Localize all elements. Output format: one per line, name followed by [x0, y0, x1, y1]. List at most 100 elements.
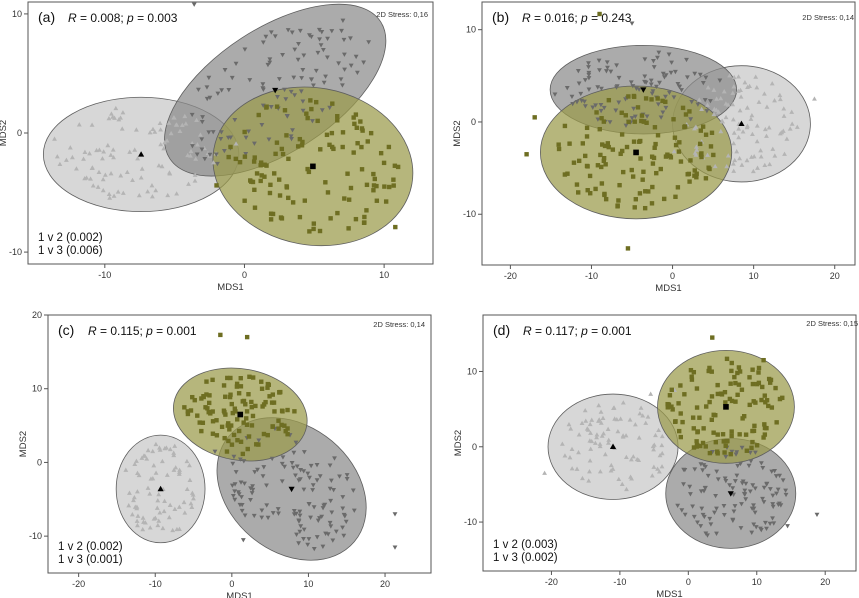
data-point: [582, 407, 588, 413]
data-point: [327, 486, 333, 492]
data-point: [739, 387, 745, 392]
data-point: [262, 174, 267, 179]
data-point: [267, 60, 273, 65]
data-point: [345, 171, 350, 176]
data-point: [616, 75, 622, 81]
data-point: [681, 467, 687, 473]
data-point: [727, 396, 733, 402]
data-point: [753, 74, 759, 79]
data-point: [678, 434, 684, 440]
data-point: [245, 446, 250, 452]
data-point: [637, 411, 643, 416]
data-point: [321, 80, 327, 85]
data-point: [745, 123, 750, 128]
data-point: [666, 90, 672, 96]
data-point: [319, 108, 325, 113]
data-point: [282, 108, 288, 113]
data-point: [648, 391, 654, 396]
data-point: [756, 370, 761, 375]
data-point: [736, 74, 741, 79]
data-point: [319, 30, 325, 35]
data-point: [190, 492, 196, 497]
stress-text: 2D Stress: 0,16: [376, 10, 428, 19]
data-point: [362, 220, 367, 225]
data-point: [250, 375, 256, 380]
data-point: [659, 433, 665, 439]
data-point: [183, 121, 189, 126]
data-point: [714, 531, 719, 536]
data-point: [218, 137, 224, 142]
data-point: [260, 82, 266, 87]
data-point: [249, 423, 255, 428]
data-point: [166, 120, 172, 125]
data-point: [298, 468, 304, 473]
data-point: [118, 173, 124, 178]
data-point: [584, 134, 590, 139]
data-point: [177, 526, 182, 531]
data-point: [711, 87, 717, 92]
data-point: [722, 450, 727, 455]
data-point: [174, 122, 180, 127]
data-point: [624, 144, 630, 150]
data-point: [747, 83, 752, 88]
data-point: [214, 418, 219, 423]
data-point: [744, 448, 750, 453]
data-point: [714, 506, 719, 511]
data-point: [156, 518, 162, 523]
data-point: [738, 461, 743, 467]
data-point: [134, 458, 139, 463]
x-tick-label: -10: [149, 579, 162, 589]
data-point: [599, 181, 605, 186]
data-point: [736, 134, 742, 140]
data-point: [637, 191, 643, 196]
data-point: [758, 461, 764, 466]
data-point: [199, 147, 205, 152]
data-point: [629, 167, 634, 173]
data-point: [391, 183, 396, 188]
data-point: [597, 469, 603, 474]
data-point: [734, 450, 740, 455]
data-point: [699, 506, 705, 511]
data-point: [649, 473, 655, 478]
data-point: [668, 155, 674, 160]
data-point: [290, 465, 296, 471]
data-point: [715, 382, 720, 388]
data-point: [317, 37, 322, 42]
data-point: [342, 196, 347, 201]
data-point: [660, 98, 665, 104]
data-point: [588, 446, 594, 451]
centroid-marker: [237, 411, 244, 418]
data-point: [663, 154, 669, 159]
data-point: [623, 433, 629, 438]
data-point: [290, 128, 295, 133]
data-point: [246, 392, 251, 397]
data-point: [679, 88, 684, 93]
data-point: [660, 110, 666, 115]
data-point: [295, 57, 301, 63]
data-point: [340, 525, 345, 530]
data-point: [698, 462, 704, 467]
data-point: [153, 188, 159, 193]
data-point: [283, 97, 289, 102]
data-point: [240, 451, 246, 457]
data-point: [582, 104, 588, 109]
data-point: [127, 490, 132, 495]
data-point: [242, 198, 247, 203]
data-point: [188, 408, 194, 413]
data-point: [747, 450, 753, 455]
data-point: [199, 137, 205, 142]
data-point: [348, 63, 354, 68]
data-point: [532, 115, 537, 120]
data-point: [57, 161, 63, 167]
data-point: [248, 178, 253, 183]
data-point: [200, 420, 206, 426]
data-point: [556, 146, 562, 152]
data-point: [226, 421, 231, 426]
data-point: [691, 369, 697, 375]
data-point: [214, 433, 220, 438]
data-point: [304, 111, 309, 116]
panel-3: -20 -10 0 10 20 -10 0 10 MDS1 MDS2 (d) R = 0.117; p…: [453, 314, 858, 598]
data-point: [693, 124, 699, 129]
data-point: [255, 467, 260, 473]
data-point: [233, 156, 238, 162]
